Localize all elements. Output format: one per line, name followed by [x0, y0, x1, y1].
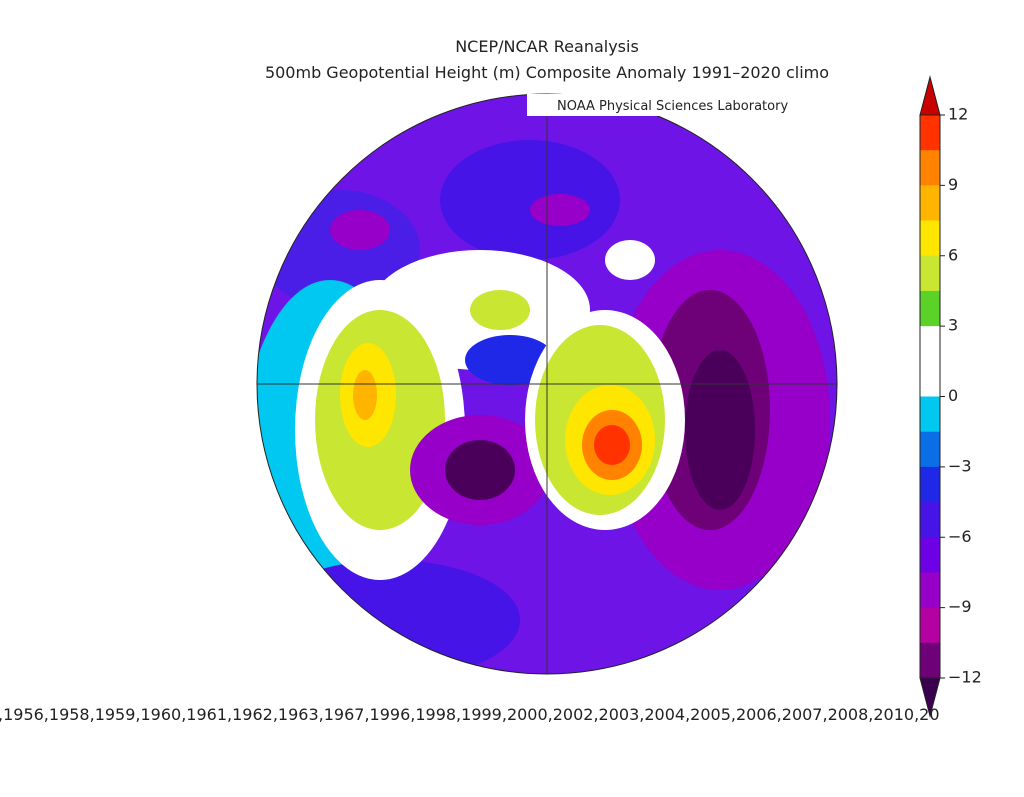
colorbar-band: [920, 642, 940, 679]
colorbar-band: [920, 185, 940, 222]
subtitle: 500mb Geopotential Height (m) Composite …: [265, 63, 829, 82]
colorbar-band: [920, 255, 940, 292]
colorbar-band: [920, 150, 940, 186]
colorbar-over: [919, 75, 941, 116]
map: [257, 94, 837, 674]
years: ,1956,1958,1959,1960,1961,1962,1963,1967…: [0, 705, 940, 724]
colorbar-band: [920, 396, 940, 433]
colorbar-band: [920, 607, 940, 644]
colorbar-tick-label: −6: [948, 527, 972, 546]
colorbar-tick-label: −12: [948, 668, 982, 687]
colorbar-band: [920, 115, 940, 151]
colorbar-band: [920, 220, 940, 257]
colorbar-band: [920, 466, 940, 503]
colorbar-tick-label: −3: [948, 456, 972, 475]
colorbar-band: [920, 537, 940, 573]
colorbar-tick-label: 12: [948, 105, 968, 124]
colorbar-band: [920, 502, 940, 538]
colorbar-band: [920, 326, 940, 362]
colorbar: 12 9 6 3 0 −3 −6 −9 −12: [919, 75, 982, 718]
colorbar-tick-label: 9: [948, 175, 958, 194]
colorbar-band: [920, 361, 940, 397]
colorbar-tick-label: 3: [948, 316, 958, 335]
colorbar-band: [920, 431, 940, 468]
colorbar-tick-label: 6: [948, 245, 958, 264]
title: NCEP/NCAR Reanalysis: [455, 37, 639, 56]
colorbar-band: [920, 572, 940, 609]
credit-box: [527, 94, 837, 116]
colorbar-band: [920, 290, 940, 327]
colorbar-tick-label: −9: [948, 597, 972, 616]
credit: NOAA Physical Sciences Laboratory: [557, 99, 788, 114]
colorbar-tick-label: 0: [948, 386, 958, 405]
